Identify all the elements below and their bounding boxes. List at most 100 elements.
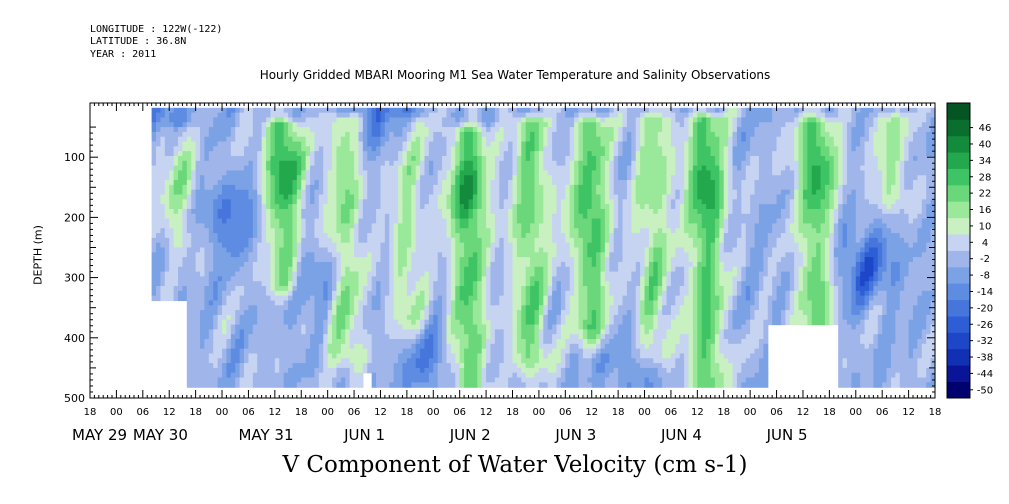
heatmap-cell: [371, 358, 377, 364]
heatmap-cell: [503, 228, 509, 234]
heatmap-cell: [349, 266, 355, 273]
heatmap-cell: [472, 310, 478, 316]
heatmap-cell: [534, 310, 540, 316]
heatmap-cell: [266, 141, 272, 147]
heatmap-cell: [534, 348, 540, 355]
heatmap-cell: [186, 271, 192, 277]
heatmap-cell: [244, 194, 250, 200]
heatmap-cell: [481, 305, 487, 311]
heatmap-cell: [200, 189, 206, 196]
heatmap-cell: [296, 175, 302, 181]
heatmap-cell: [468, 199, 474, 205]
heatmap-cell: [266, 189, 272, 196]
heatmap-cell: [222, 367, 228, 374]
heatmap-cell: [437, 141, 443, 147]
heatmap-cell: [459, 310, 465, 316]
heatmap-cell: [270, 252, 276, 258]
heatmap-cell: [217, 208, 223, 215]
heatmap-cell: [292, 329, 298, 335]
heatmap-cell: [283, 310, 289, 316]
heatmap-cell: [508, 372, 514, 379]
heatmap-cell: [274, 382, 280, 388]
heatmap-cell: [292, 247, 298, 253]
heatmap-cell: [288, 334, 294, 340]
heatmap-cell: [534, 122, 540, 128]
heatmap-cell: [336, 247, 342, 253]
heatmap-cell: [208, 247, 214, 253]
heatmap-cell: [516, 242, 522, 249]
heatmap-cell: [376, 136, 382, 143]
heatmap-cell: [450, 136, 456, 143]
heatmap-cell: [314, 348, 320, 355]
heatmap-cell: [244, 112, 250, 119]
heatmap-cell: [358, 339, 364, 345]
heatmap-cell: [274, 131, 280, 138]
heatmap-cell: [296, 382, 302, 388]
heatmap-cell: [459, 305, 465, 311]
heatmap-cell: [490, 199, 496, 205]
heatmap-cell: [362, 112, 368, 119]
heatmap-cell: [274, 107, 280, 114]
heatmap-cell: [450, 127, 456, 133]
heatmap-cell: [486, 290, 492, 297]
heatmap-cell: [525, 382, 531, 388]
heatmap-cell: [428, 218, 434, 225]
heatmap-cell: [222, 276, 228, 282]
heatmap-cell: [217, 107, 223, 114]
heatmap-cell: [296, 295, 302, 302]
heatmap-cell: [486, 131, 492, 138]
heatmap-cell: [200, 372, 206, 379]
heatmap-cell: [244, 334, 250, 340]
heatmap-cell: [424, 233, 430, 239]
heatmap-cell: [235, 247, 241, 253]
heatmap-cell: [468, 127, 474, 133]
heatmap-cell: [437, 266, 443, 273]
heatmap-cell: [406, 107, 412, 114]
heatmap-cell: [252, 237, 258, 244]
heatmap-cell: [191, 314, 197, 321]
heatmap-cell: [508, 184, 514, 191]
heatmap-cell: [468, 358, 474, 364]
heatmap-cell: [428, 353, 434, 359]
heatmap-cell: [336, 233, 342, 239]
heatmap-cell: [336, 199, 342, 205]
heatmap-cell: [358, 382, 364, 388]
heatmap-cell: [301, 377, 307, 383]
heatmap-cell: [433, 266, 439, 273]
heatmap-cell: [358, 112, 364, 119]
heatmap-cell: [257, 223, 263, 229]
heatmap-cell: [305, 372, 311, 379]
heatmap-cell: [472, 353, 478, 359]
heatmap-cell: [191, 127, 197, 133]
heatmap-cell: [323, 131, 329, 138]
heatmap-cell: [446, 377, 452, 383]
heatmap-cell: [182, 290, 188, 297]
heatmap-cell: [156, 180, 162, 186]
heatmap-cell: [318, 290, 324, 297]
heatmap-cell: [446, 281, 452, 287]
heatmap-cell: [345, 334, 351, 340]
heatmap-cell: [230, 228, 236, 234]
heatmap-cell: [226, 112, 232, 119]
heatmap-cell: [222, 353, 228, 359]
heatmap-cell: [296, 107, 302, 114]
heatmap-cell: [173, 228, 179, 234]
heatmap-cell: [164, 122, 170, 128]
heatmap-cell: [208, 271, 214, 277]
heatmap-cell: [538, 199, 544, 205]
heatmap-cell: [283, 151, 289, 157]
heatmap-cell: [248, 180, 254, 186]
heatmap-cell: [389, 252, 395, 258]
heatmap-cell: [213, 348, 219, 355]
heatmap-cell: [345, 223, 351, 229]
heatmap-cell: [332, 189, 338, 196]
heatmap-cell: [252, 295, 258, 302]
heatmap-cell: [437, 218, 443, 225]
heatmap-cell: [204, 189, 210, 196]
heatmap-cell: [481, 180, 487, 186]
heatmap-cell: [252, 146, 258, 152]
heatmap-cell: [164, 228, 170, 234]
heatmap-cell: [336, 213, 342, 220]
heatmap-cell: [230, 247, 236, 253]
heatmap-cell: [380, 295, 386, 302]
